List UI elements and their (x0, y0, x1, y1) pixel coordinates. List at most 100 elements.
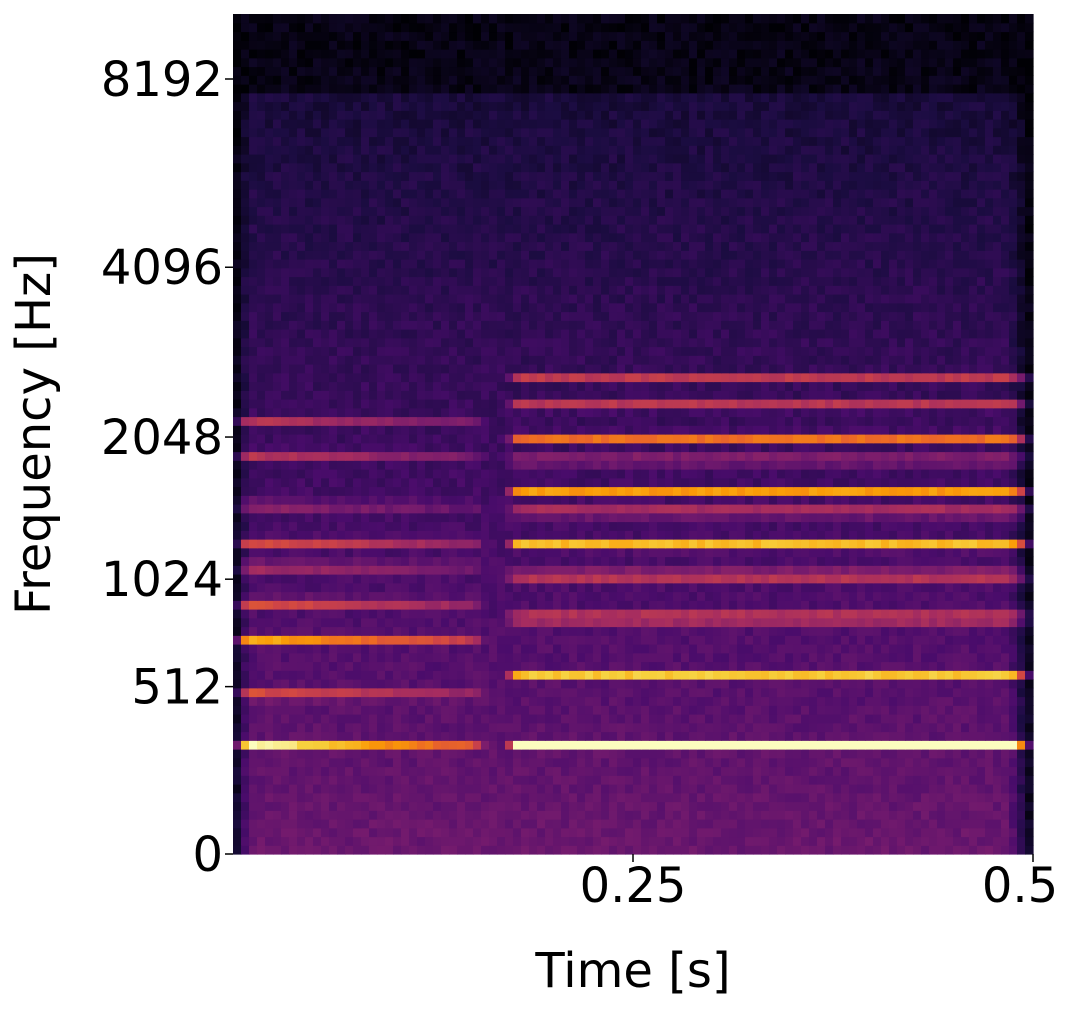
heatmap-cell (673, 591, 682, 601)
heatmap-cell (745, 442, 754, 453)
heatmap-cell (1025, 442, 1034, 453)
heatmap-cell (673, 512, 682, 523)
heatmap-cell (257, 591, 266, 601)
heatmap-cell (977, 792, 986, 803)
heatmap-cell (881, 819, 890, 829)
heatmap-cell (721, 425, 730, 435)
heatmap-cell (817, 784, 826, 794)
heatmap-cell (433, 574, 442, 584)
heatmap-cell (817, 679, 826, 689)
heatmap-cell (393, 705, 402, 715)
heatmap-cell (681, 609, 690, 619)
heatmap-cell (289, 565, 298, 575)
heatmap-cell (337, 600, 346, 610)
heatmap-cell (785, 539, 794, 549)
heatmap-cell (265, 766, 274, 776)
heatmap-cell (969, 836, 978, 846)
heatmap-cell (673, 451, 682, 461)
heatmap-cell (457, 775, 466, 785)
heatmap-cell (809, 565, 818, 575)
heatmap-cell (345, 687, 354, 698)
heatmap-cell (777, 582, 786, 593)
heatmap-cell (329, 539, 338, 549)
heatmap-cell (297, 819, 306, 829)
heatmap-cell (625, 425, 634, 435)
heatmap-cell (481, 512, 490, 523)
heatmap-cell (369, 442, 378, 453)
heatmap-cell (689, 766, 698, 776)
heatmap-cell (617, 801, 626, 811)
heatmap-cell (905, 801, 914, 811)
heatmap-cell (689, 451, 698, 461)
heatmap-cell (249, 749, 258, 759)
heatmap-cell (649, 486, 658, 496)
heatmap-cell (841, 705, 850, 715)
heatmap-cell (585, 652, 594, 663)
heatmap-cell (241, 495, 250, 505)
heatmap-cell (249, 661, 258, 671)
heatmap-cell (1025, 687, 1034, 698)
heatmap-cell (913, 460, 922, 470)
heatmap-cell (929, 679, 938, 689)
heatmap-cell (521, 460, 530, 470)
heatmap-cell (937, 722, 946, 733)
heatmap-cell (593, 644, 602, 654)
heatmap-cell (737, 775, 746, 785)
heatmap-cell (281, 495, 290, 505)
heatmap-cell (577, 644, 586, 654)
heatmap-cell (569, 757, 578, 768)
heatmap-cell (393, 600, 402, 610)
heatmap-cell (1001, 486, 1010, 496)
heatmap-cell (241, 766, 250, 776)
heatmap-cell (513, 626, 522, 636)
heatmap-cell (329, 469, 338, 479)
heatmap-cell (993, 810, 1002, 820)
heatmap-cell (457, 425, 466, 435)
heatmap-cell (505, 460, 514, 470)
heatmap-cell (977, 652, 986, 663)
heatmap-cell (233, 451, 242, 461)
heatmap-cell (849, 740, 858, 750)
heatmap-cell (833, 617, 842, 628)
heatmap-cell (329, 784, 338, 794)
heatmap-cell (441, 626, 450, 636)
heatmap-cell (857, 434, 866, 444)
heatmap-cell (537, 696, 546, 706)
heatmap-cell (385, 460, 394, 470)
heatmap-cell (481, 565, 490, 575)
heatmap-cell (1017, 495, 1026, 505)
heatmap-cell (329, 679, 338, 689)
heatmap-cell (513, 696, 522, 706)
heatmap-cell (281, 731, 290, 741)
heatmap-cell (321, 495, 330, 505)
heatmap-cell (393, 652, 402, 663)
heatmap-cell (473, 792, 482, 803)
heatmap-cell (681, 547, 690, 558)
heatmap-cell (665, 714, 674, 724)
heatmap-cell (297, 504, 306, 514)
heatmap-cell (745, 495, 754, 505)
heatmap-cell (921, 644, 930, 654)
heatmap-cell (545, 495, 554, 505)
heatmap-cell (705, 670, 714, 680)
heatmap-cell (361, 504, 370, 514)
heatmap-cell (241, 749, 250, 759)
heatmap-cell (569, 617, 578, 628)
heatmap-cell (753, 827, 762, 838)
heatmap-cell (849, 801, 858, 811)
heatmap-cell (849, 696, 858, 706)
heatmap-cell (945, 486, 954, 496)
heatmap-cell (505, 626, 514, 636)
heatmap-cell (921, 600, 930, 610)
heatmap-cell (617, 451, 626, 461)
heatmap-cell (625, 679, 634, 689)
heatmap-cell (897, 530, 906, 540)
heatmap-cell (937, 801, 946, 811)
heatmap-cell (729, 766, 738, 776)
heatmap-cell (625, 827, 634, 838)
heatmap-cell (593, 574, 602, 584)
heatmap-cell (313, 556, 322, 566)
heatmap-cell (417, 644, 426, 654)
heatmap-cell (721, 434, 730, 444)
heatmap-cell (641, 486, 650, 496)
